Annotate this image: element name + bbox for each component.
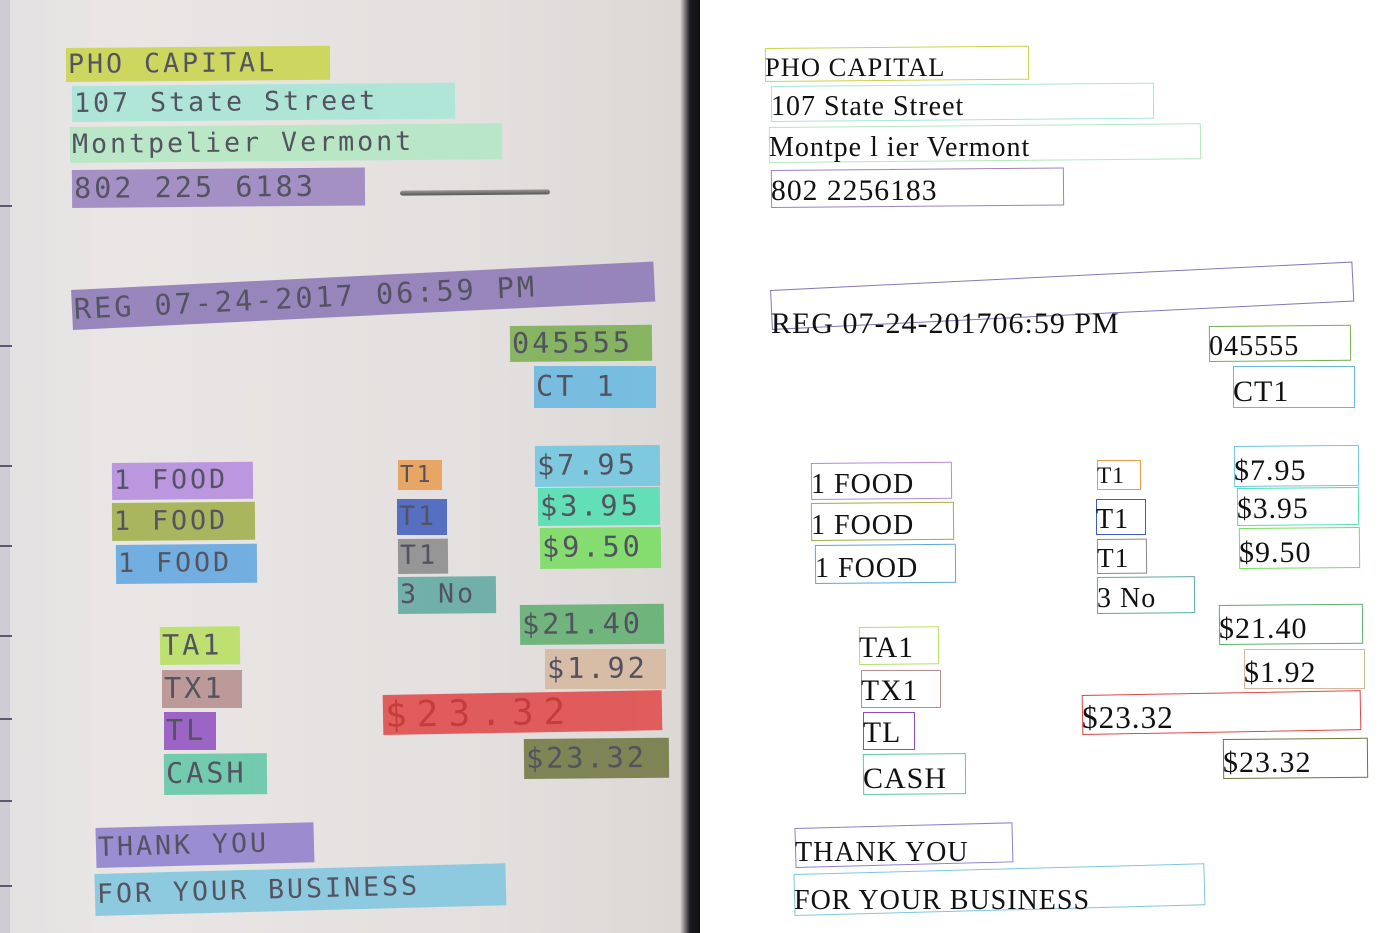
photo-text-highlight: 107 State Street <box>71 82 456 122</box>
ocr-bounding-box <box>863 712 915 750</box>
photo-text-highlight: REG 07-24-2017 06:59 PM <box>71 261 656 330</box>
photo-text-highlight: T1 <box>398 460 442 490</box>
ocr-bounding-box <box>1244 649 1365 689</box>
ocr-bounding-box <box>1096 499 1146 535</box>
photo-text-highlight: 1 FOOD <box>115 543 258 584</box>
photo-text-highlight: $7.95 <box>534 444 661 487</box>
photo-text-highlight: THANK YOU <box>95 822 315 868</box>
ocr-text: THANK YOU <box>795 836 969 868</box>
ocr-text: TA1 <box>859 631 914 664</box>
ocr-text: CT1 <box>1233 374 1290 408</box>
paper-rule-line <box>0 635 12 637</box>
photo-text-highlight: $23.32 <box>523 737 670 779</box>
photo-text-highlight: $9.50 <box>539 526 662 569</box>
ocr-text: 045555 <box>1209 330 1300 362</box>
photo-text-highlight: TL <box>164 712 216 750</box>
ocr-result-panel: PHO CAPITAL 107 State Street Montpe l ier … <box>700 0 1400 933</box>
ocr-text: $21.40 <box>1219 611 1308 645</box>
receipt-photo: PHO CAPITAL 107 State Street Montpelier Ve… <box>0 0 700 933</box>
ocr-text: 1 FOOD <box>811 509 915 541</box>
ocr-text: CASH <box>863 761 948 795</box>
photo-text-highlight: T1 <box>397 499 447 535</box>
photo-text-highlight: CASH <box>163 753 268 795</box>
ocr-bounding-box <box>1233 366 1355 408</box>
ocr-text: $9.50 <box>1239 535 1312 569</box>
photo-text-highlight: 1 FOOD <box>111 461 254 500</box>
ocr-text: T1 <box>1097 543 1130 574</box>
ocr-text: $1.92 <box>1244 655 1317 689</box>
photo-text-highlight: $1.92 <box>545 649 666 689</box>
photo-text-highlight: PHO CAPITAL <box>65 45 331 82</box>
ocr-text: FOR YOUR BUSINESS <box>794 884 1091 916</box>
paper-rule-line <box>0 465 12 467</box>
photo-text-highlight: 3 No <box>397 576 497 614</box>
paper-rule-line <box>0 205 12 207</box>
photo-text-highlight: TA1 <box>159 626 241 665</box>
ocr-text: TX1 <box>861 674 919 707</box>
paper-rule-line <box>0 545 12 547</box>
ocr-text: 802 2256183 <box>771 174 938 207</box>
ocr-text: PHO CAPITAL <box>765 52 946 83</box>
photo-text-highlight: FOR YOUR BUSINESS <box>94 863 507 916</box>
ocr-text: T1 <box>1096 503 1130 535</box>
photo-text-highlight: TX1 <box>162 670 242 708</box>
ocr-text: 1 FOOD <box>815 552 919 584</box>
ocr-text: 107 State Street <box>771 90 965 122</box>
photo-text-highlight: 045555 <box>509 324 653 362</box>
ocr-text: 3 No <box>1097 582 1157 614</box>
paper-rule-line <box>0 345 12 347</box>
paper-rule-line <box>0 718 12 720</box>
photo-text-highlight: Montpelier Vermont <box>69 123 503 163</box>
ocr-text: T1 <box>1097 463 1125 490</box>
photo-text-highlight: $3.95 <box>537 486 661 526</box>
paper-rule-line <box>0 800 12 802</box>
photo-text-highlight: 1 FOOD <box>111 501 256 541</box>
ocr-bounding-box <box>861 670 941 708</box>
photo-text-highlight: T1 <box>397 538 449 574</box>
ocr-text: $3.95 <box>1237 492 1309 525</box>
photo-text-highlight: $21.40 <box>519 603 665 645</box>
ocr-text: $23.32 <box>1082 700 1174 736</box>
ocr-text: $23.32 <box>1223 745 1312 779</box>
photo-text-highlight: 802 225 6183 <box>71 167 366 208</box>
ocr-text: REG 07-24-201706:59 PM <box>771 306 1120 340</box>
ocr-text: Montpe l ier Vermont <box>769 131 1031 163</box>
ocr-bounding-box <box>1097 460 1141 490</box>
ocr-text: 1 FOOD <box>811 468 915 500</box>
photo-text-highlight: $23.32 <box>382 690 663 735</box>
ocr-text: $7.95 <box>1234 453 1307 487</box>
staple <box>399 189 551 196</box>
paper-rule-line <box>0 885 12 887</box>
photo-text-highlight: CT 1 <box>534 366 656 408</box>
ocr-text: TL <box>863 716 902 749</box>
